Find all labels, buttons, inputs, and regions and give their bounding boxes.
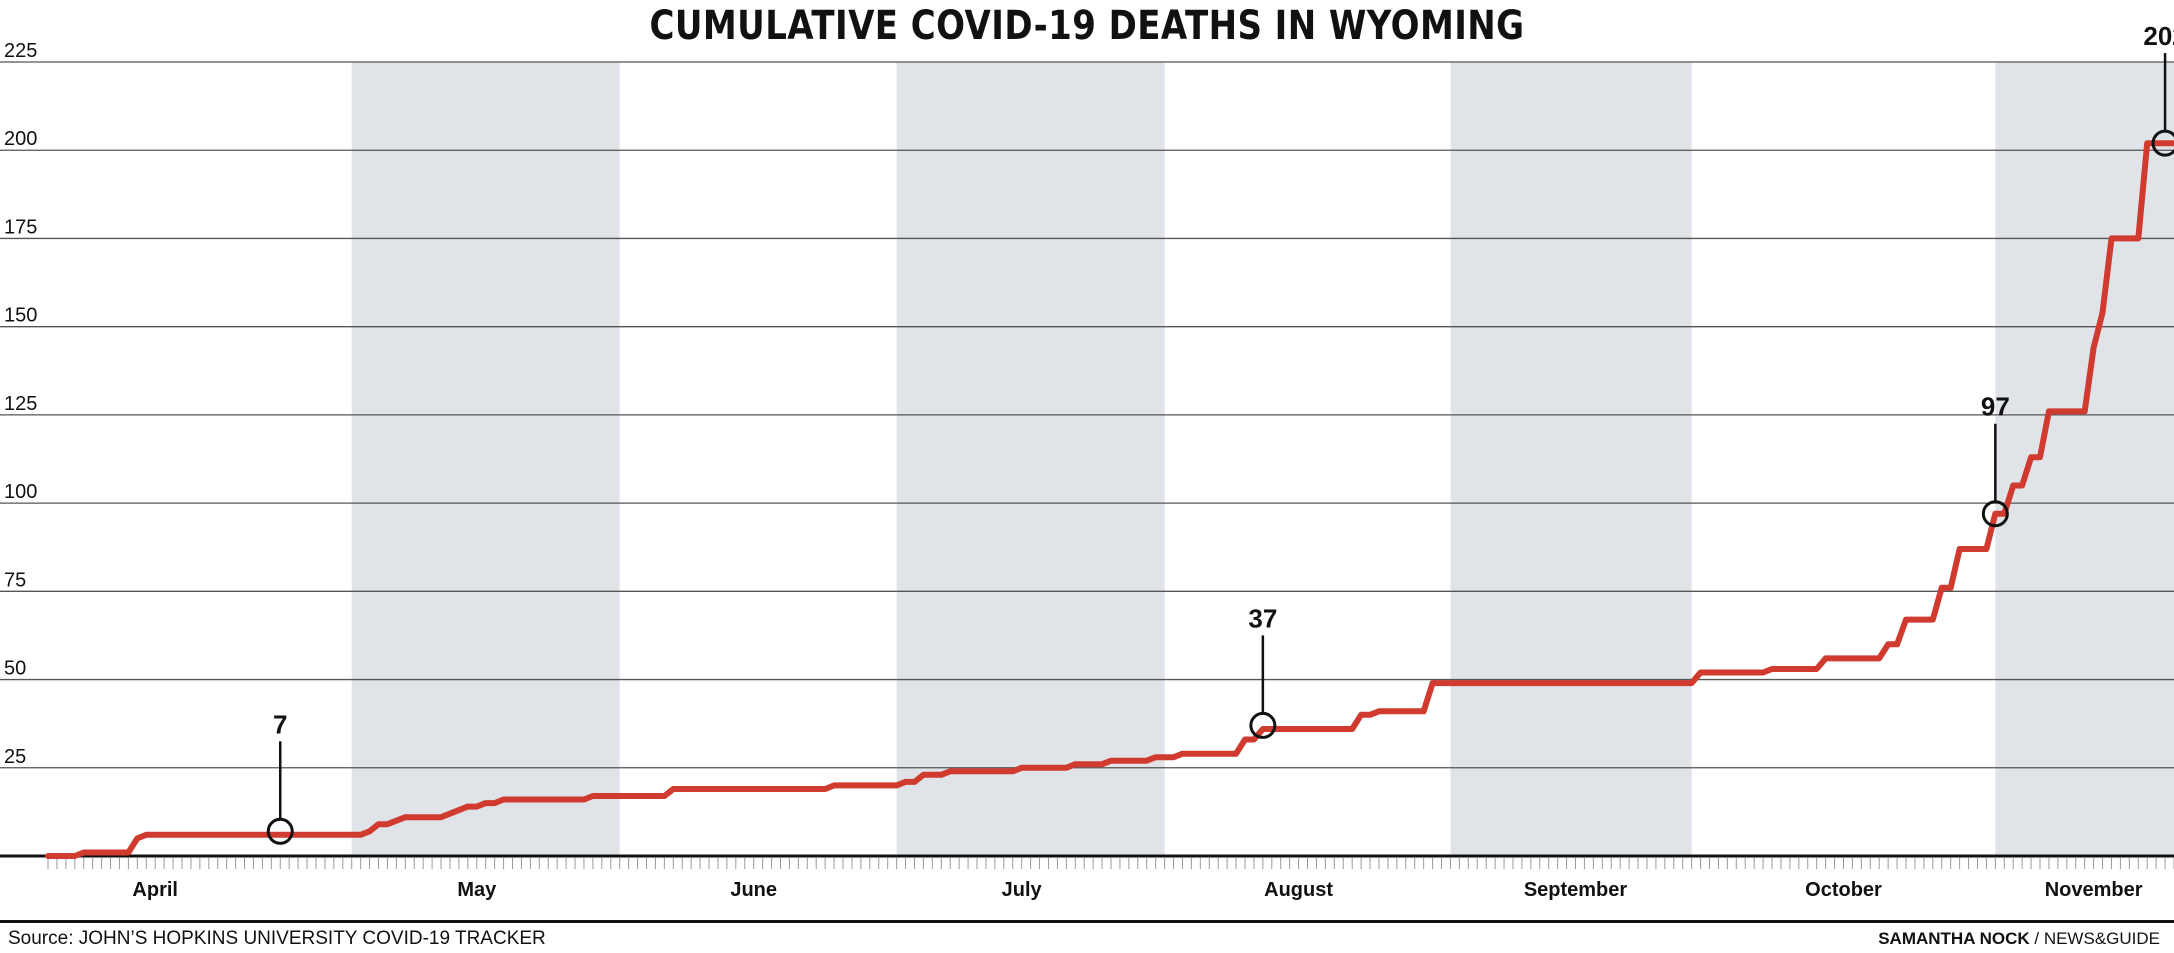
- shaded-month-band: [896, 62, 1165, 856]
- annotation-label: 7: [273, 709, 287, 739]
- y-tick-label: 50: [4, 658, 26, 680]
- series-line: [45, 140, 2174, 859]
- grid-lines: [0, 61, 2174, 769]
- x-axis: [0, 854, 2174, 869]
- annotation-marker: [2151, 129, 2174, 157]
- y-tick-label: 175: [4, 216, 37, 238]
- y-tick-label: 200: [4, 128, 37, 150]
- shaded-month-band: [1995, 62, 2174, 856]
- annotation-label: 97: [1981, 392, 2010, 422]
- x-month-label: September: [1524, 879, 1628, 901]
- annotation: 97: [1981, 392, 2010, 528]
- annotation-label: 37: [1248, 603, 1277, 633]
- annotation: 37: [1248, 603, 1277, 739]
- annotation-marker: [1249, 711, 1277, 739]
- credit-separator: /: [2029, 929, 2044, 948]
- x-month-label: July: [1002, 879, 1043, 901]
- x-month-label: April: [132, 879, 178, 901]
- y-axis-ticks: 25 50 75 100 125 150 175 200 225: [4, 40, 37, 768]
- source-note: Source: JOHN’S HOPKINS UNIVERSITY COVID-…: [8, 928, 546, 949]
- chart-title: CUMULATIVE COVID-19 DEATHS IN WYOMING: [649, 3, 1525, 49]
- x-month-label: August: [1264, 879, 1333, 901]
- series-lines: [45, 140, 2174, 859]
- footer-rule: [0, 920, 2174, 923]
- credit-name: SAMANTHA NOCK: [1878, 929, 2030, 948]
- x-month-label: May: [457, 879, 497, 901]
- shaded-month-band: [1450, 62, 1692, 856]
- credit-org: NEWS&GUIDE: [2043, 929, 2160, 948]
- annotation: 7: [266, 709, 294, 845]
- annotations: 7 37 97 202: [266, 21, 2174, 845]
- annotation: 202: [2143, 21, 2174, 157]
- month-shading: [351, 62, 2174, 856]
- annotation-marker: [266, 817, 294, 845]
- y-tick-label: 125: [4, 393, 37, 415]
- x-axis-month-labels: April May June July August September October No…: [132, 879, 2142, 901]
- chart-area: 25 50 75 100 125 150 175 200 225 April May June Jul…: [0, 21, 2174, 901]
- x-month-label: October: [1805, 879, 1882, 901]
- y-tick-label: 25: [4, 746, 26, 768]
- x-month-label: November: [2045, 879, 2143, 901]
- shaded-month-band: [351, 62, 620, 856]
- credit-line: SAMANTHA NOCK / NEWS&GUIDE: [1878, 929, 2160, 949]
- y-tick-label: 225: [4, 40, 37, 62]
- y-tick-label: 75: [4, 569, 26, 591]
- annotation-marker: [1981, 500, 2009, 528]
- x-month-label: June: [730, 879, 777, 901]
- annotation-label: 202: [2143, 21, 2174, 51]
- y-tick-label: 100: [4, 481, 37, 503]
- y-tick-label: 150: [4, 305, 37, 327]
